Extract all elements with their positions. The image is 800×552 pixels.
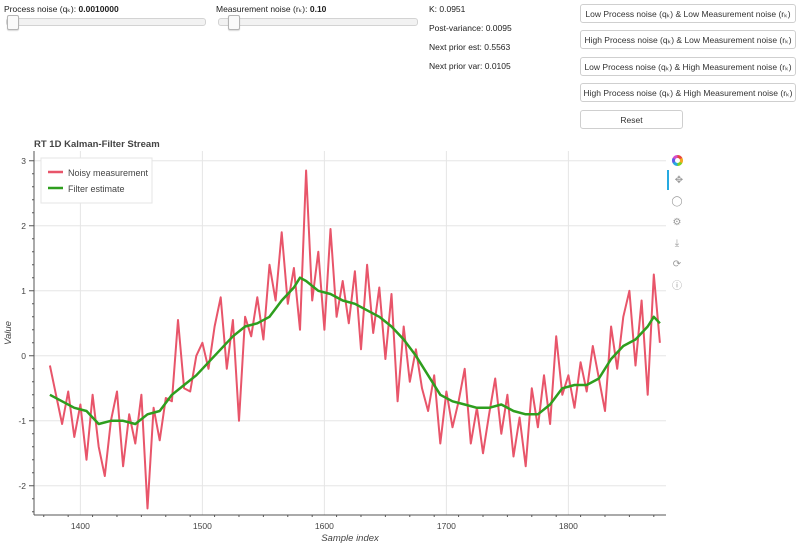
measurement-noise-label: Measurement noise (rₖ): 0.10 <box>216 4 416 15</box>
y-tick-label: 2 <box>21 221 26 231</box>
process-noise-slider-handle[interactable] <box>7 15 19 30</box>
measurement-noise-value: 0.10 <box>309 4 327 14</box>
plot-area[interactable] <box>34 151 666 515</box>
pan-icon[interactable]: ✥ <box>667 170 689 190</box>
next-prior-estimate: Next prior est: 0.5563 <box>429 42 511 52</box>
low-process-low-measurement-button[interactable]: Low Process noise (qₖ) & Low Measurement… <box>580 4 796 23</box>
high-process-high-measurement-button[interactable]: High Process noise (qₖ) & High Measureme… <box>580 83 796 102</box>
kalman-gain: K: 0.0951 <box>429 4 466 14</box>
post-variance: Post-variance: 0.0095 <box>429 23 512 33</box>
box-zoom-icon[interactable]: ◯ <box>671 195 683 207</box>
y-tick-label: 3 <box>21 156 26 166</box>
grid <box>34 151 666 515</box>
y-tick-label: 0 <box>21 351 26 361</box>
measurement-noise-label-text: Measurement noise (rₖ): <box>216 4 308 14</box>
reset-icon[interactable]: ⟳ <box>672 258 682 270</box>
bokeh-logo-icon[interactable] <box>667 150 687 170</box>
legend: Noisy measurement Filter estimate <box>40 157 153 204</box>
x-tick-label: 1500 <box>193 521 212 531</box>
process-noise-label-text: Process noise (qₖ): <box>4 4 77 14</box>
chart-title: RT 1D Kalman-Filter Stream <box>34 139 160 150</box>
filter-estimate-line <box>49 276 661 426</box>
process-noise-label: Process noise (qₖ): 0.0010000 <box>4 4 204 15</box>
process-noise-slider[interactable] <box>6 15 206 30</box>
process-noise-control: Process noise (qₖ): 0.0010000 <box>4 4 206 30</box>
filter-stats: K: 0.0951 Post-variance: 0.0095 Next pri… <box>429 4 512 80</box>
legend-label-filter: Filter estimate <box>68 184 125 194</box>
help-icon[interactable]: ⓘ <box>672 280 682 292</box>
x-tick-label: 1700 <box>437 521 456 531</box>
legend-label-noisy: Noisy measurement <box>68 168 149 178</box>
series-lines <box>48 169 661 510</box>
save-icon[interactable]: ⤓ <box>674 237 680 249</box>
measurement-noise-slider-handle[interactable] <box>228 15 241 30</box>
measurement-noise-slider[interactable] <box>218 15 418 30</box>
next-prior-variance: Next prior var: 0.0105 <box>429 61 511 71</box>
wheel-zoom-icon[interactable]: ⚙ <box>672 216 682 228</box>
low-process-high-measurement-button[interactable]: Low Process noise (qₖ) & High Measuremen… <box>580 57 796 76</box>
x-tick-label: 1600 <box>315 521 334 531</box>
x-axis-label: Sample index <box>321 533 380 544</box>
x-tick-label: 1400 <box>71 521 90 531</box>
x-tick-label: 1800 <box>559 521 578 531</box>
axes: 1400 1500 1600 1700 1800 -2 -1 0 1 2 3 <box>18 151 666 531</box>
measurement-noise-control: Measurement noise (rₖ): 0.10 <box>216 4 418 30</box>
y-tick-label: 1 <box>21 286 26 296</box>
noisy-measurement-line <box>48 169 661 510</box>
high-process-low-measurement-button[interactable]: High Process noise (qₖ) & Low Measuremen… <box>580 30 796 49</box>
y-tick-label: -1 <box>18 416 26 426</box>
y-tick-label: -2 <box>18 481 26 491</box>
process-noise-value: 0.0010000 <box>78 4 119 14</box>
reset-button[interactable]: Reset <box>580 110 683 129</box>
y-axis-label: Value <box>3 321 14 345</box>
